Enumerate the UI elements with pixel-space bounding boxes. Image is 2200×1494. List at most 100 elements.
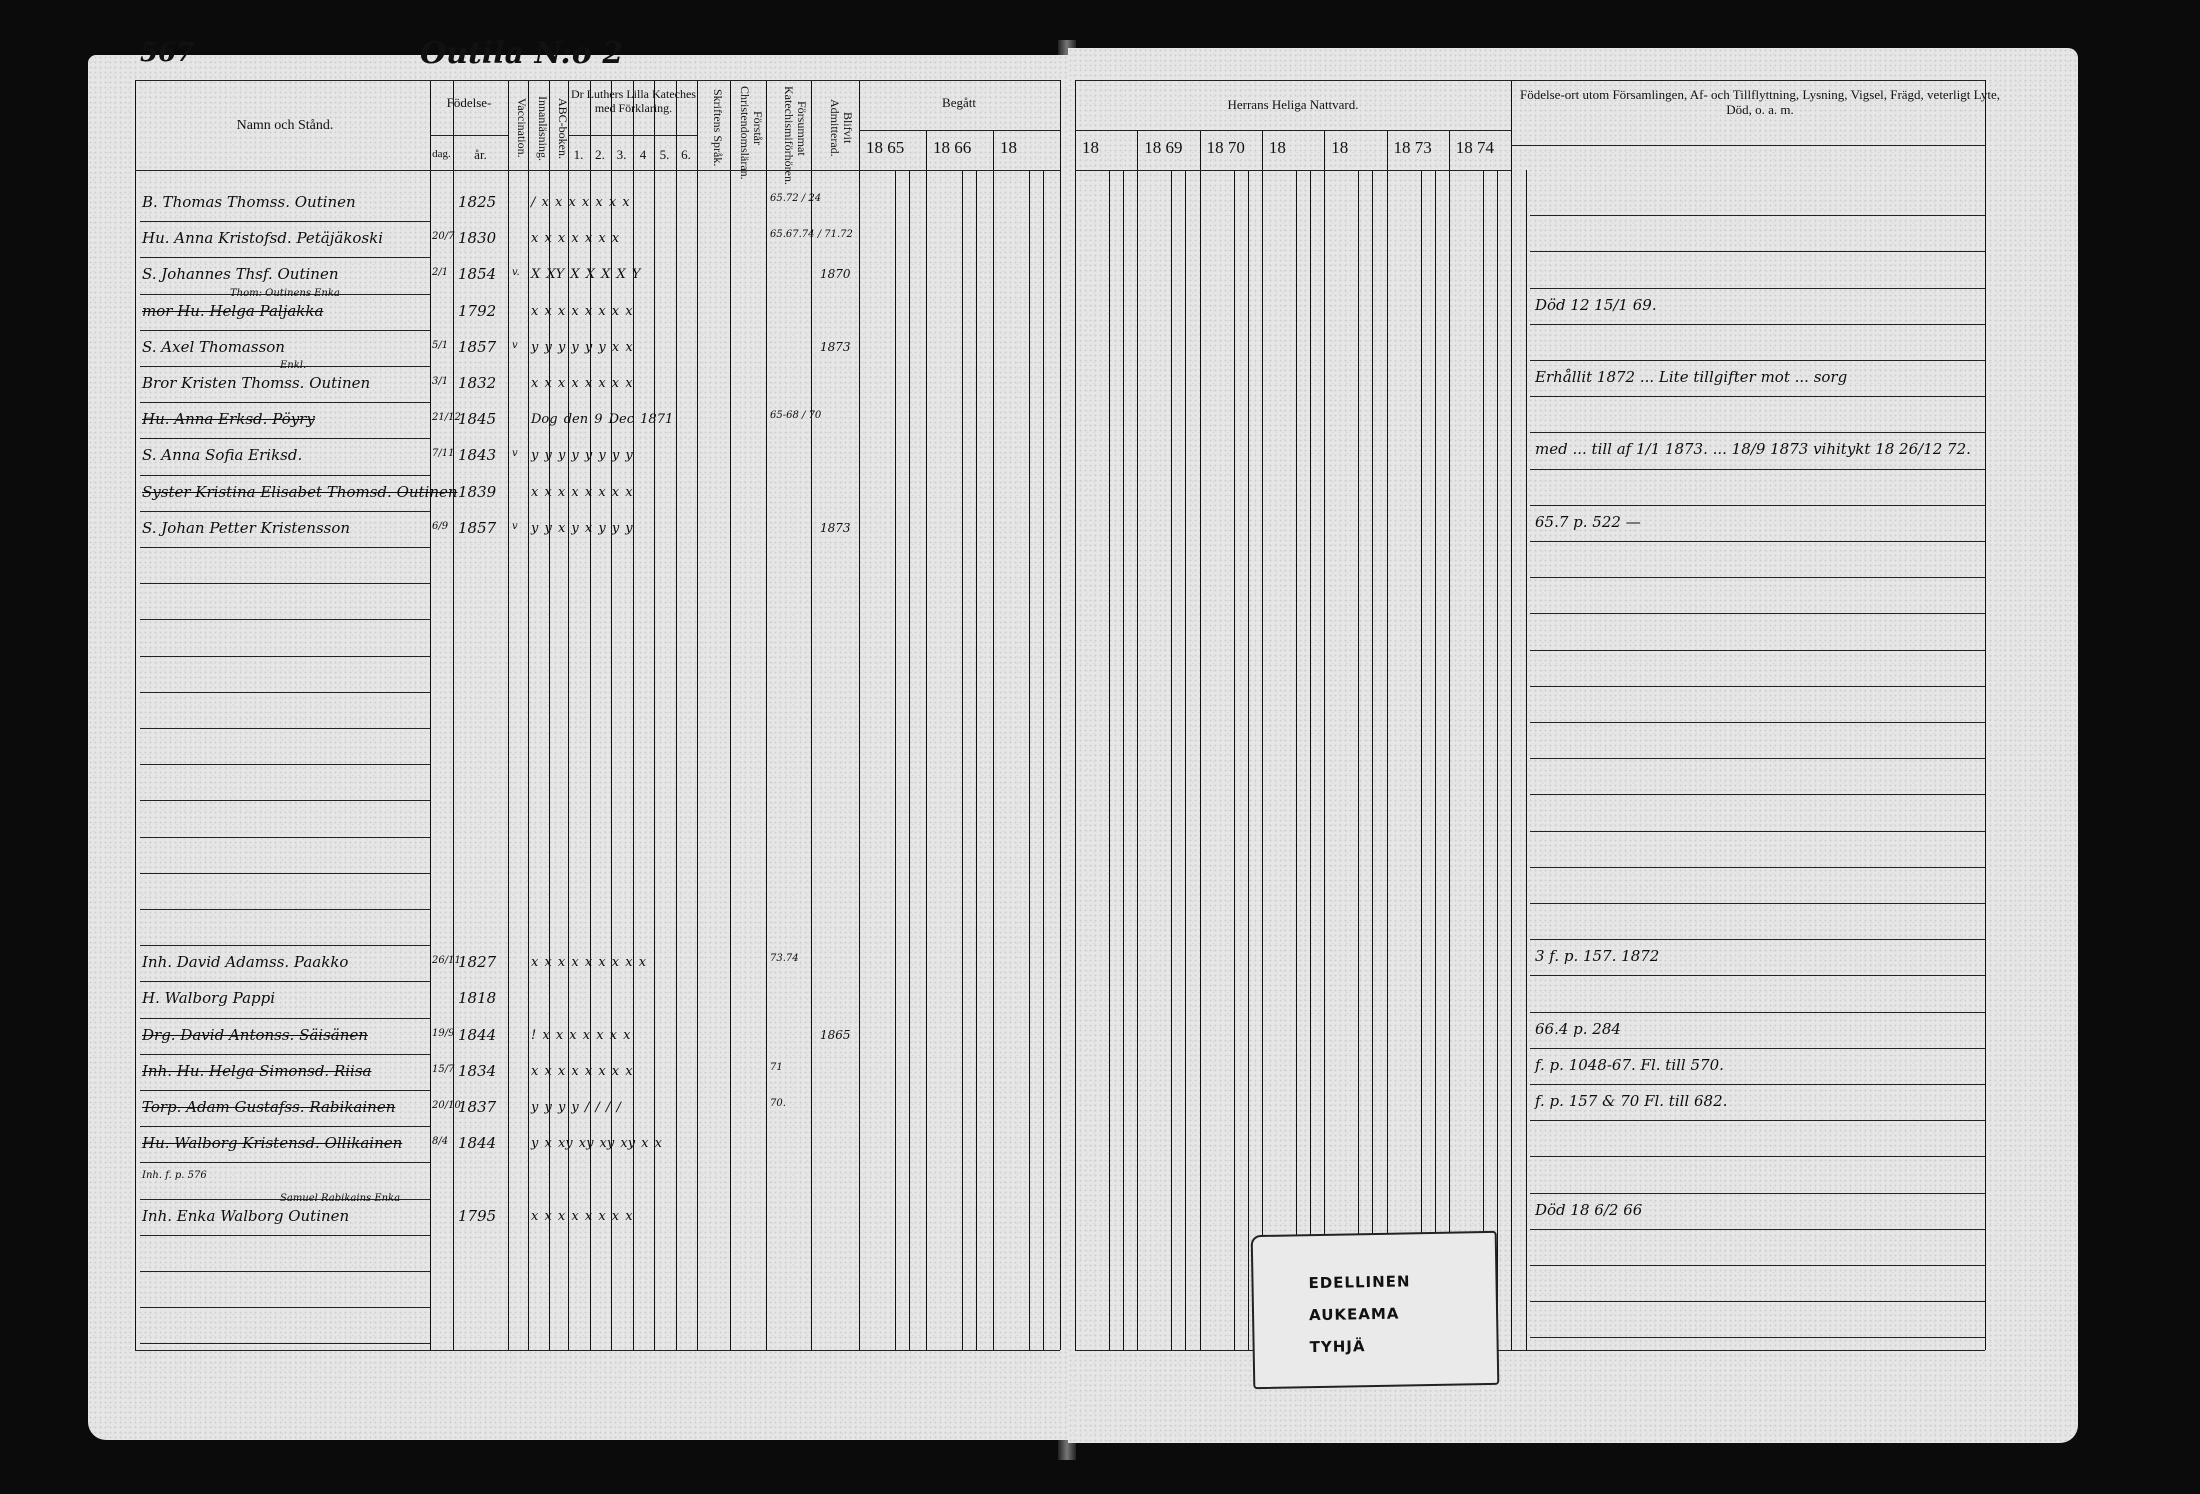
- entry-birth-day: 26/11: [432, 955, 461, 967]
- entry-birth-year: 1857: [458, 518, 497, 537]
- entry-birth-year: 1792: [458, 301, 497, 320]
- header-committed: Begått: [942, 95, 976, 110]
- communion-year: 18 70: [1206, 138, 1245, 157]
- row-rule: [1530, 722, 1985, 723]
- row-rule: [1530, 468, 1985, 470]
- entry-missed-hearings: 65-68 / 70: [770, 410, 822, 422]
- entry-birth-year: 1845: [458, 410, 497, 429]
- entry-birth-year: 1857: [458, 337, 497, 356]
- row-rule: [140, 1090, 430, 1091]
- entry-missed-hearings: 71: [770, 1061, 783, 1073]
- row-rule: [1530, 903, 1985, 904]
- entry-birth-year: 1832: [458, 374, 497, 392]
- column-rule: [1247, 170, 1249, 1350]
- row-rule: [1530, 360, 1985, 361]
- entry-reading-marks: x x x x x x x: [531, 231, 620, 247]
- remark-text: f. p. 1048-67. Fl. till 570.: [1535, 1055, 1724, 1074]
- entry-name: B. Thomas Thomss. Outinen: [142, 193, 356, 211]
- row-rule: [140, 1126, 430, 1128]
- row-rule: [140, 691, 430, 693]
- column-rule: [590, 80, 591, 1350]
- entry-name: Hu. Anna Kristofsd. Petäjäkoski: [142, 229, 384, 248]
- entry-birth-day: 20/10: [432, 1100, 461, 1111]
- header-vaccination: Vaccination.: [515, 98, 529, 158]
- row-rule: [1530, 1228, 1985, 1230]
- entry-vaccination: v.: [512, 267, 520, 279]
- row-rule: [140, 257, 430, 259]
- entry-birth-day: 20/7: [432, 231, 455, 243]
- row-rule: [140, 1162, 430, 1164]
- entry-birth-year: 1795: [458, 1206, 497, 1225]
- header-catechism: Dr Luthers Lilla Kateches med Förklaring…: [571, 87, 696, 115]
- row-rule: [140, 836, 430, 838]
- column-rule: [1511, 80, 1512, 1350]
- communion-year: 18: [1268, 138, 1286, 157]
- entry-birth-day: 19/9: [432, 1027, 455, 1039]
- entry-birth-day: 3/1: [432, 376, 449, 387]
- entry-note: Samuel Rabikains Enka: [280, 1192, 401, 1204]
- column-rule: [1324, 130, 1326, 1350]
- bottom-rule: [1075, 1350, 1985, 1351]
- entry-name: mor Hu. Helga Paljakka: [142, 301, 324, 320]
- row-rule: [140, 764, 430, 766]
- row-rule: [1530, 323, 1985, 325]
- entry-birth-day: 7/11: [432, 448, 455, 460]
- entry-vaccination: v: [512, 520, 518, 532]
- column-rule: [633, 80, 634, 1350]
- column-rule: [676, 80, 677, 1350]
- entry-note: Enkl.: [280, 360, 307, 371]
- row-rule: [140, 547, 430, 548]
- column-rule: [1123, 170, 1124, 1350]
- header-name: Namn och Stånd.: [236, 118, 334, 133]
- entry-birth-day: 6/9: [432, 520, 449, 532]
- entry-birth-day: 2/1: [432, 267, 449, 279]
- column-rule: [549, 80, 550, 1350]
- entry-admitted-year: 1870: [820, 267, 851, 282]
- entry-reading-marks: y y y y / / / /: [531, 1100, 621, 1115]
- row-rule: [1530, 866, 1985, 868]
- row-rule: [1530, 541, 1985, 542]
- communion-year: 18 69: [1144, 138, 1183, 157]
- blank-spread-stamp: EDELLINEN AUKEAMA TYHJÄ: [1250, 1230, 1500, 1390]
- left-page: [88, 55, 1073, 1440]
- communion-year: 18 73: [1393, 138, 1432, 157]
- row-rule: [140, 329, 430, 331]
- communion-year: 18: [1082, 138, 1099, 157]
- entry-name: S. Axel Thomasson: [142, 337, 285, 356]
- catechism-part-label: 6.: [681, 147, 691, 162]
- column-rule: [568, 80, 569, 1350]
- column-rule: [1496, 170, 1498, 1350]
- row-rule: [1530, 396, 1985, 398]
- entry-missed-hearings: 65.67.74 / 71.72: [770, 229, 853, 241]
- entry-vaccination: v: [512, 448, 518, 460]
- entry-birth-year: 1843: [458, 446, 497, 465]
- entry-reading-marks: y y y y y y y y: [531, 448, 633, 464]
- row-rule: [1530, 1192, 1985, 1194]
- column-rule: [1295, 170, 1297, 1350]
- entry-birth-year: 1818: [458, 989, 497, 1008]
- header-admitted: Blifvit Admitterad.: [827, 99, 855, 157]
- entry-missed-hearings: 70.: [770, 1098, 786, 1109]
- row-rule: [140, 438, 430, 440]
- entry-reading-marks: x x x x x x x x: [531, 1063, 633, 1079]
- entry-name: Hu. Walborg Kristensd. Ollikainen: [142, 1134, 403, 1153]
- header-remarks: Födelse-ort utom Församlingen, Af- och T…: [1520, 87, 2000, 117]
- row-rule: [1530, 758, 1985, 760]
- row-rule: [1530, 215, 1985, 217]
- column-rule: [1358, 170, 1360, 1350]
- entry-reading-marks: Dog den 9 Dec 1871: [531, 412, 674, 428]
- header-rule: [1075, 80, 1985, 81]
- remark-text: 66.4 p. 284: [1535, 1019, 1621, 1038]
- column-rule: [1043, 170, 1044, 1350]
- column-rule: [508, 80, 509, 1350]
- committed-year: 18 65: [866, 138, 905, 157]
- entry-reading-marks: x x x x x x x x: [531, 303, 633, 319]
- entry-name: Inh. f. p. 576: [142, 1170, 207, 1182]
- row-rule: [140, 728, 430, 729]
- column-rule: [1137, 130, 1139, 1350]
- entry-missed-hearings: 65.72 / 24: [770, 193, 822, 204]
- communion-year: 18 74: [1455, 138, 1495, 157]
- entry-reading-marks: X XY X X X X Y: [531, 267, 641, 283]
- column-rule: [1420, 170, 1422, 1350]
- column-rule: [135, 80, 136, 1350]
